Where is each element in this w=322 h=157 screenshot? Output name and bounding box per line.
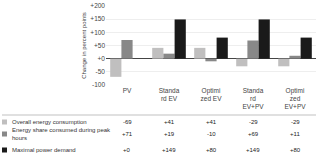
svg-text:Maximal power demand: Maximal power demand [12, 147, 76, 153]
svg-text:+71: +71 [122, 131, 133, 137]
svg-text:+80: +80 [206, 147, 217, 153]
svg-text:-50: -50 [96, 68, 106, 75]
svg-text:+100: +100 [90, 29, 105, 36]
svg-text:+0: +0 [98, 55, 106, 62]
svg-text:+149: +149 [246, 147, 260, 153]
svg-text:Change in percent points: Change in percent points [81, 12, 87, 79]
svg-text:Overall energy consumption: Overall energy consumption [12, 119, 87, 125]
svg-text:-69: -69 [123, 119, 132, 125]
svg-text:+150: +150 [90, 15, 105, 22]
svg-text:-29: -29 [291, 119, 300, 125]
svg-text:-10: -10 [207, 131, 216, 137]
svg-text:StandardEV+PV: StandardEV+PV [242, 87, 264, 111]
svg-text:OptimizedEV+PV: OptimizedEV+PV [284, 87, 306, 111]
svg-text:-29: -29 [249, 119, 258, 125]
svg-text:+149: +149 [162, 147, 176, 153]
svg-text:+80: +80 [290, 147, 301, 153]
svg-text:+11: +11 [290, 131, 300, 137]
svg-text:+41: +41 [164, 119, 175, 125]
svg-text:Energy share consumed during p: Energy share consumed during peakhours [12, 127, 111, 141]
svg-text:+69: +69 [248, 131, 259, 137]
svg-text:+50: +50 [94, 42, 105, 49]
svg-text:+19: +19 [164, 131, 175, 137]
svg-text:+0: +0 [123, 147, 131, 153]
svg-text:PV: PV [123, 87, 132, 94]
svg-text:Optimized EV: Optimized EV [201, 87, 223, 102]
svg-text:Standard EV: Standard EV [159, 87, 180, 102]
svg-text:-100: -100 [92, 81, 105, 88]
svg-text:+41: +41 [206, 119, 217, 125]
svg-text:+200: +200 [90, 2, 105, 9]
